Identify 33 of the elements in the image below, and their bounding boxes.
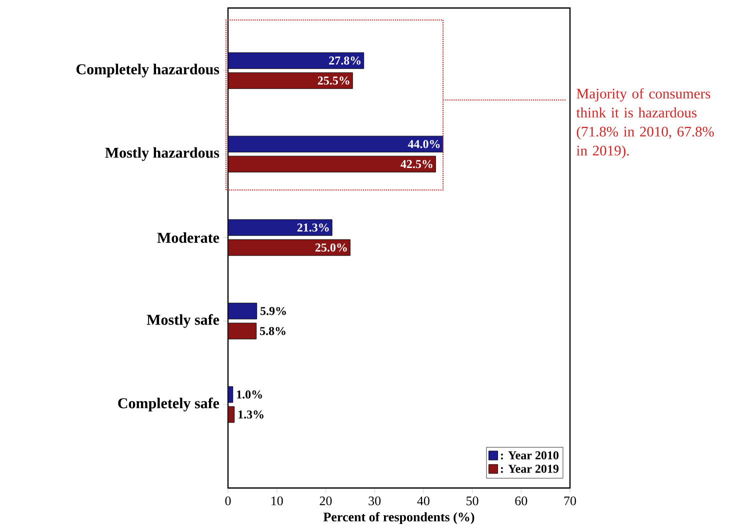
data-label: 1.3%	[238, 410, 264, 418]
x-tick-label: 50	[466, 496, 478, 506]
x-axis-title: Percent of respondents (%)	[323, 512, 474, 524]
bar	[228, 136, 444, 152]
bar	[228, 302, 258, 320]
text: Majority of consumers think it is hazardous (71.8% in 2010, 67.8% in 2019).	[576, 88, 714, 158]
bar	[228, 156, 436, 172]
data-label: 5.9%	[260, 306, 286, 315]
data-label: 27.8%	[329, 56, 360, 65]
x-tick-label: 20	[320, 496, 332, 506]
bar	[228, 322, 257, 340]
data-label: 44.0%	[408, 140, 440, 148]
data-label: 5.8%	[260, 326, 286, 335]
x-tick-label: 10	[272, 496, 283, 506]
legend-label: : Year 2019	[500, 464, 559, 473]
data-label: 42.5%	[400, 160, 432, 168]
data-label: 1.0%	[237, 390, 262, 398]
x-tick-label: 40	[417, 496, 430, 506]
y-tick-label: Mostly safe	[146, 314, 220, 328]
data-label: 25.0%	[315, 243, 347, 252]
y-tick-label: Completely safe	[118, 397, 220, 412]
x-tick-label: 60	[515, 496, 528, 506]
x-tick-label: 30	[368, 496, 381, 506]
data-label: 25.5%	[318, 76, 350, 85]
data-label: 21.3%	[297, 223, 329, 232]
y-tick-label: Mostly hazardous	[105, 147, 220, 161]
bar	[228, 52, 364, 69]
x-tick-label: 0	[225, 496, 231, 506]
bar	[228, 72, 353, 89]
y-tick-label: Moderate	[157, 232, 220, 243]
y-tick-label: Completely hazardous	[76, 64, 220, 78]
legend-label: : Year 2010	[500, 451, 559, 460]
x-tick-label: 70	[564, 496, 576, 506]
